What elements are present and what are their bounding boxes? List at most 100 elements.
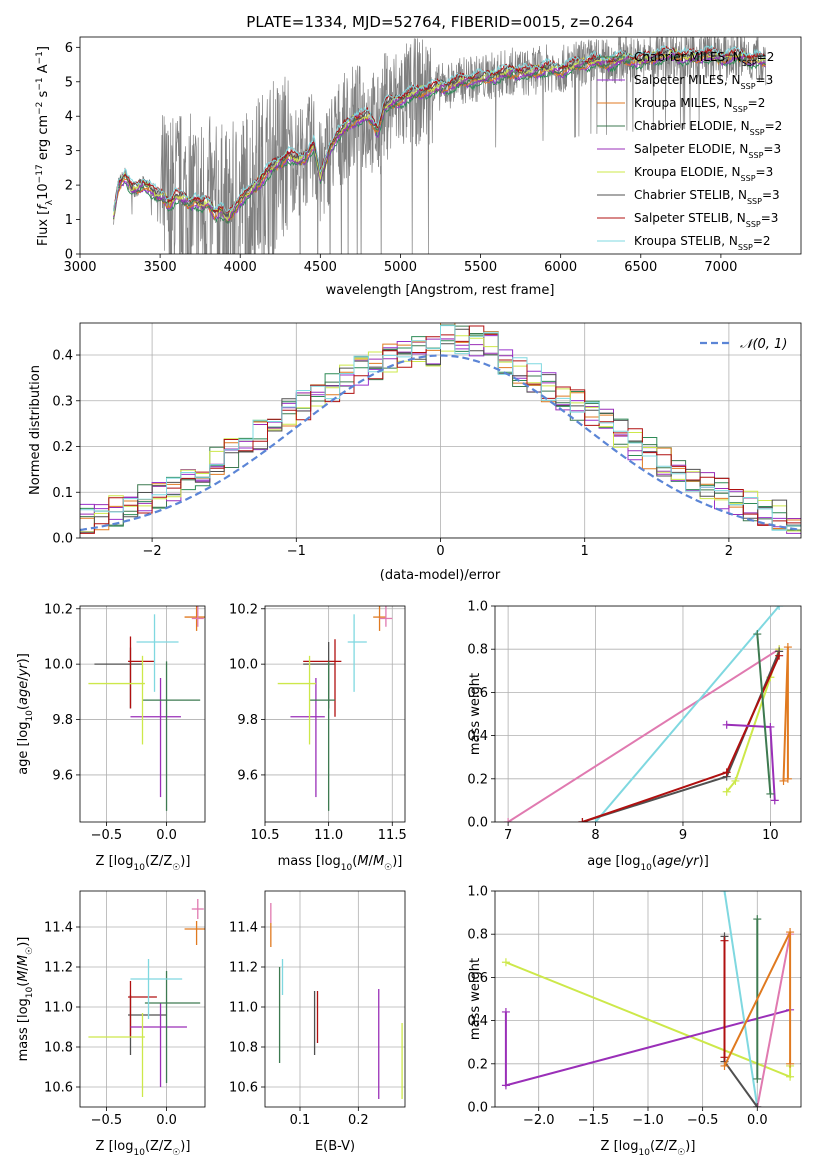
model-spectrum-line <box>113 45 766 214</box>
mass-weight-marker <box>786 1059 795 1068</box>
axes-frame <box>494 605 802 823</box>
panel-4: 7 8 9 10 0.0 0.2 0.4 0.6 0.8 1.0 <box>467 600 802 843</box>
plot-area-1 <box>80 323 801 538</box>
mass-weight-marker <box>722 768 731 777</box>
x-tick-label: 4500 <box>304 260 337 275</box>
mass-weight-marker <box>753 1103 762 1107</box>
normal-distribution-curve <box>80 354 799 532</box>
x-tick-label: −2 <box>143 544 162 559</box>
axes-frame <box>79 36 802 255</box>
x-tick-label: −0.5 <box>687 1113 719 1128</box>
legend-label: Kroupa ELODIE, NSSP=3 <box>634 165 773 183</box>
mass-weight-marker <box>720 1061 729 1070</box>
x-tick-label: 1 <box>581 544 589 559</box>
y-tick-label: 1 <box>65 213 73 228</box>
x-axis-label: (data-model)/error <box>380 568 501 583</box>
legend-label: Kroupa MILES, NSSP=2 <box>634 96 765 114</box>
plot-area-6 <box>265 891 405 1107</box>
mass-weight-marker <box>770 796 779 805</box>
y-tick-label: 0.4 <box>467 1014 488 1029</box>
panel-6: 0.1 0.2 10.6 10.8 11.0 11.2 11.4 <box>229 890 406 1128</box>
mass-weight-marker <box>783 643 792 652</box>
legend-label: Chabrier ELODIE, NSSP=2 <box>634 119 782 137</box>
panel-5: −0.5 0.0 10.6 10.8 11.0 11.2 11.4 <box>44 890 206 1128</box>
y-tick-label: 0.8 <box>467 643 488 658</box>
x-tick-label: 6000 <box>544 260 577 275</box>
x-axis-label: Z [log10(Z/Z☉)] <box>96 854 191 873</box>
x-tick-label: 0.0 <box>156 1113 177 1128</box>
mass-weight-marker <box>501 1007 510 1016</box>
x-tick-label: 3000 <box>63 260 96 275</box>
panel-1: −2 −1 0 1 2 0.0 0.1 0.2 0.3 0.4 <box>52 322 802 559</box>
mass-weight-line <box>594 606 780 822</box>
mass-weight-marker <box>766 789 775 798</box>
x-tick-label: −2.0 <box>523 1113 555 1128</box>
mass-weight-marker <box>775 606 784 610</box>
y-tick-label: 0.6 <box>467 971 488 986</box>
y-tick-label: 11.4 <box>229 921 258 936</box>
y-tick-label: 0 <box>65 248 73 263</box>
x-tick-label: 0.1 <box>290 1113 311 1128</box>
x-tick-label: 6500 <box>624 260 657 275</box>
x-tick-label: 11.0 <box>314 828 343 843</box>
y-tick-label: 0.4 <box>467 729 488 744</box>
y-tick-label: 11.4 <box>44 921 73 936</box>
y-tick-label: 0.3 <box>52 394 73 409</box>
y-axis-label: mass weight <box>468 958 483 1040</box>
y-tick-label: 10.2 <box>229 602 258 617</box>
panel-3: 10.5 11.0 11.5 9.6 9.8 10.0 10.2 <box>229 602 407 843</box>
x-tick-label: 4000 <box>224 260 257 275</box>
x-tick-label: −0.5 <box>91 1113 123 1128</box>
histogram-step-line <box>80 325 801 531</box>
mass-weight-marker <box>753 630 762 639</box>
mass-weight-marker <box>720 1053 729 1062</box>
y-tick-label: 10.0 <box>44 658 73 673</box>
mass-weight-marker <box>786 928 795 937</box>
x-tick-label: 5500 <box>464 260 497 275</box>
panel-2: −0.5 0.0 9.6 9.8 10.0 10.2 <box>44 602 206 843</box>
mass-weight-marker <box>783 774 792 783</box>
y-axis-label: mass [log10(M/M☉)] <box>16 937 35 1062</box>
axes-frame <box>79 890 206 1108</box>
legend-label: 𝒩(0, 1) <box>740 337 787 352</box>
y-tick-label: 0.2 <box>467 772 488 787</box>
x-tick-label: −1 <box>287 544 306 559</box>
x-axis-label: wavelength [Angstrom, rest frame] <box>326 283 555 298</box>
x-tick-label: 8 <box>591 828 599 843</box>
axes-frame <box>494 890 802 1108</box>
observed-spectrum-line <box>113 37 767 254</box>
y-tick-label: 6 <box>65 41 73 56</box>
legend-label: Chabrier STELIB, NSSP=3 <box>634 188 780 206</box>
legend-label: Salpeter ELODIE, NSSP=3 <box>634 142 781 160</box>
mass-weight-line <box>723 891 759 1107</box>
x-tick-label: 3500 <box>144 260 177 275</box>
x-tick-label: 7000 <box>704 260 737 275</box>
y-tick-label: 1.0 <box>467 600 488 615</box>
mass-weight-marker <box>779 776 788 785</box>
x-tick-label: 10 <box>762 828 779 843</box>
y-tick-label: 11.2 <box>229 961 258 976</box>
axes-frame <box>264 605 406 823</box>
y-tick-label: 2 <box>65 179 73 194</box>
mass-weight-marker <box>775 651 784 660</box>
x-axis-label: age [log10(age/yr)] <box>587 854 709 873</box>
mass-weight-line <box>723 936 759 1107</box>
x-tick-label: 0 <box>436 544 444 559</box>
x-axis-label: Z [log10(Z/Z☉)] <box>601 1139 696 1158</box>
axes-frame <box>79 605 206 823</box>
plot-area-3 <box>265 606 405 822</box>
y-tick-label: 0.2 <box>467 1057 488 1072</box>
y-tick-label: 0.2 <box>52 440 73 455</box>
y-tick-label: 3 <box>65 144 73 159</box>
y-tick-label: 10.0 <box>229 658 258 673</box>
legend-label: Salpeter STELIB, NSSP=3 <box>634 211 778 229</box>
y-tick-label: 10.2 <box>44 602 73 617</box>
mass-weight-marker <box>504 818 513 822</box>
mass-weight-marker <box>722 720 731 729</box>
legend-label: Chabrier MILES, NSSP=2 <box>634 50 774 68</box>
y-tick-label: 0.4 <box>52 349 73 364</box>
mass-weight-marker <box>501 1081 510 1090</box>
y-tick-label: 9.8 <box>237 713 258 728</box>
mass-weight-marker <box>591 818 600 822</box>
